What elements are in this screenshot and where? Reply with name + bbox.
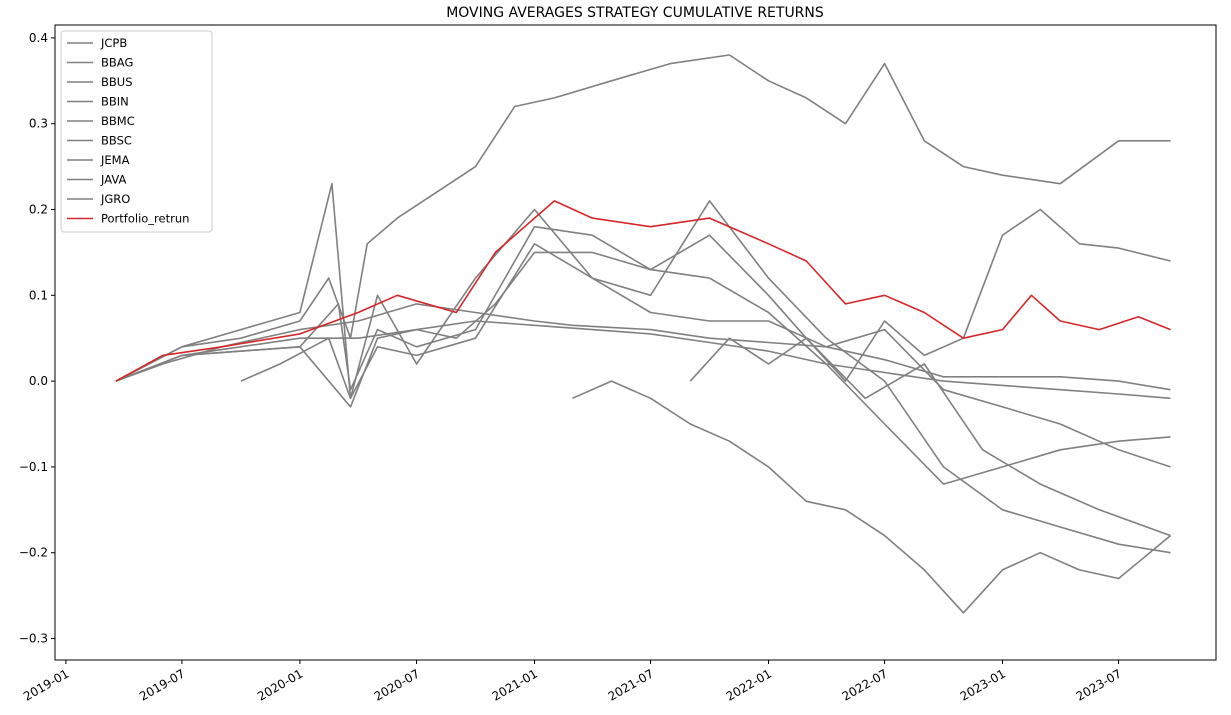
series-line-bbmc bbox=[115, 225, 1171, 537]
x-tick-label: 2022-01 bbox=[724, 666, 774, 703]
series-line-java bbox=[240, 243, 1171, 468]
legend-label: Portfolio_retrun bbox=[101, 212, 189, 226]
legend-label: JAVA bbox=[100, 173, 126, 187]
x-tick-label: 2020-01 bbox=[255, 666, 305, 703]
series-line-bbsc bbox=[115, 182, 1171, 554]
x-tick-label: 2023-07 bbox=[1074, 666, 1124, 703]
chart-title: MOVING AVERAGES STRATEGY CUMULATIVE RETU… bbox=[446, 5, 824, 21]
x-tick-label: 2021-01 bbox=[490, 666, 540, 703]
x-tick-label: 2019-07 bbox=[137, 666, 187, 703]
legend-label: BBSC bbox=[101, 134, 132, 148]
series-line-bbag bbox=[115, 320, 1171, 400]
y-tick-label: −0.3 bbox=[19, 632, 48, 646]
plot-frame bbox=[54, 24, 1217, 661]
legend-box bbox=[60, 30, 213, 233]
y-tick-label: −0.2 bbox=[19, 546, 48, 560]
legend-label: BBIN bbox=[101, 95, 129, 109]
legend-label: JCPB bbox=[100, 36, 127, 50]
series-line-jcpb bbox=[115, 303, 1171, 391]
x-tick-label: 2019-01 bbox=[21, 666, 71, 703]
legend-label: BBMC bbox=[101, 114, 135, 128]
y-tick-label: 0.0 bbox=[29, 374, 48, 388]
series-line-jema bbox=[572, 380, 1172, 614]
legend-label: JEMA bbox=[100, 153, 130, 167]
y-tick-label: 0.4 bbox=[29, 31, 48, 45]
y-tick-label: −0.1 bbox=[19, 460, 48, 474]
legend: JCPB BBAG BBUS BBIN BBMC BBSC JEMA JAVA JGRO Port… bbox=[60, 30, 213, 233]
y-tick-label: 0.1 bbox=[29, 288, 48, 302]
series-line-portfolio_retrun bbox=[115, 200, 1171, 382]
series-line-jgro bbox=[689, 208, 1171, 382]
series-line-bbus bbox=[115, 54, 1171, 382]
legend-label: BBAG bbox=[101, 56, 133, 70]
legend-label: BBUS bbox=[101, 75, 133, 89]
y-tick-label: 0.3 bbox=[29, 117, 48, 131]
x-tick-label: 2020-07 bbox=[372, 666, 422, 703]
legend-label: JGRO bbox=[100, 192, 130, 206]
y-tick-label: 0.2 bbox=[29, 202, 48, 216]
series-line-bbin bbox=[115, 251, 1171, 485]
x-tick-label: 2023-01 bbox=[958, 666, 1008, 703]
x-tick-label: 2022-07 bbox=[840, 666, 890, 703]
x-tick-label: 2021-07 bbox=[606, 666, 656, 703]
